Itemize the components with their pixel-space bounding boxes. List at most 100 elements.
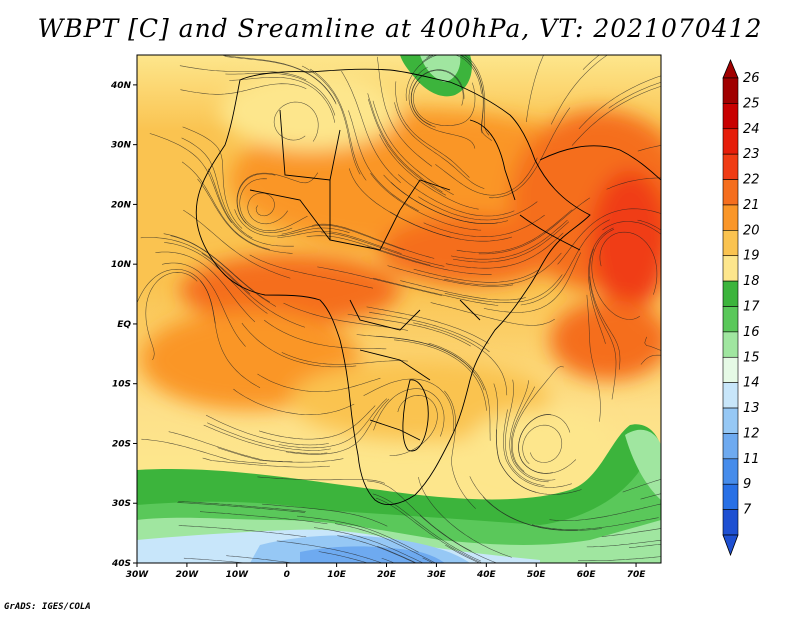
streamline bbox=[241, 322, 357, 368]
colorbar-swatch bbox=[722, 483, 739, 510]
streamline bbox=[637, 145, 661, 152]
streamline bbox=[395, 81, 470, 178]
streamline bbox=[531, 517, 659, 530]
streamline bbox=[370, 173, 482, 231]
streamline bbox=[450, 219, 568, 260]
streamline bbox=[445, 232, 564, 269]
streamline bbox=[367, 93, 443, 193]
streamline bbox=[311, 223, 435, 259]
lat-tick-label: 30S bbox=[112, 499, 131, 509]
streamline bbox=[168, 431, 293, 463]
colorbar-swatch bbox=[722, 179, 739, 206]
streamline bbox=[423, 214, 545, 237]
streamline bbox=[179, 65, 307, 81]
streamline bbox=[369, 311, 490, 353]
streamline bbox=[390, 182, 509, 224]
streamline bbox=[419, 515, 498, 563]
streamline bbox=[644, 336, 661, 351]
colorbar-swatch bbox=[722, 153, 739, 180]
streamline bbox=[257, 373, 381, 392]
streamline bbox=[197, 178, 293, 254]
streamline bbox=[283, 302, 409, 331]
streamlines bbox=[137, 55, 661, 563]
streamline bbox=[372, 493, 482, 562]
streamline bbox=[163, 233, 271, 303]
streamline bbox=[373, 277, 499, 306]
streamline bbox=[181, 161, 271, 250]
streamline bbox=[586, 294, 601, 422]
coastlines bbox=[195, 68, 661, 506]
streamline bbox=[591, 228, 640, 320]
streamline bbox=[589, 248, 621, 370]
streamline bbox=[428, 342, 491, 441]
streamline bbox=[334, 523, 437, 563]
streamline bbox=[249, 254, 373, 289]
streamline bbox=[608, 81, 661, 109]
streamline bbox=[363, 378, 454, 432]
colorbar-swatch bbox=[722, 280, 739, 307]
streamline bbox=[376, 335, 485, 391]
streamline bbox=[589, 276, 617, 400]
colorbar-swatch bbox=[722, 331, 739, 358]
streamline bbox=[217, 447, 344, 463]
streamline bbox=[155, 251, 256, 323]
streamline bbox=[281, 352, 408, 365]
streamline bbox=[512, 366, 564, 472]
lon-tick-label: 30E bbox=[427, 570, 447, 580]
latitude-axis: 40N 30N 20N 10N EQ 10S 20S 30S 40S bbox=[110, 81, 137, 569]
streamline bbox=[375, 497, 483, 563]
streamline bbox=[321, 232, 445, 267]
streamline bbox=[400, 280, 526, 301]
streamline bbox=[203, 424, 328, 454]
colorbar-swatch bbox=[722, 128, 739, 155]
colorbar-swatch bbox=[722, 356, 739, 383]
streamline bbox=[367, 98, 447, 196]
streamline bbox=[445, 544, 481, 563]
streamline bbox=[578, 75, 661, 130]
lon-tick-label: 10W bbox=[226, 570, 250, 580]
streamline bbox=[337, 535, 417, 563]
lat-tick-label: 40N bbox=[110, 81, 132, 91]
streamline bbox=[377, 546, 418, 563]
streamline bbox=[366, 306, 489, 344]
streamline bbox=[306, 235, 431, 266]
streamline bbox=[208, 168, 294, 247]
streamline bbox=[418, 476, 512, 558]
streamline bbox=[637, 219, 661, 231]
colorbar-swatch bbox=[722, 433, 739, 460]
streamline bbox=[389, 211, 513, 242]
streamline bbox=[387, 265, 514, 287]
streamline bbox=[444, 274, 563, 303]
streamline bbox=[181, 137, 253, 239]
streamline bbox=[550, 55, 608, 125]
lon-tick-label: 20W bbox=[176, 570, 200, 580]
streamline bbox=[180, 83, 307, 95]
colorbar-swatch bbox=[722, 382, 739, 409]
streamline bbox=[602, 221, 661, 235]
streamline bbox=[258, 405, 376, 440]
streamline bbox=[224, 56, 337, 105]
streamline bbox=[183, 209, 291, 279]
streamline bbox=[629, 543, 661, 548]
streamline bbox=[503, 409, 572, 488]
streamline bbox=[413, 81, 476, 126]
colorbar-swatch bbox=[722, 255, 739, 282]
lat-tick-label: 10S bbox=[112, 380, 131, 390]
streamline bbox=[557, 208, 661, 265]
colorbar-label: 23 bbox=[743, 147, 760, 162]
streamline bbox=[430, 302, 555, 326]
streamline bbox=[296, 515, 419, 553]
streamline bbox=[182, 126, 243, 229]
streamline bbox=[456, 209, 573, 253]
colorbar-label: 25 bbox=[743, 96, 760, 111]
lon-tick-label: 60E bbox=[577, 570, 597, 580]
streamline bbox=[145, 272, 198, 361]
colorbar-label: 13 bbox=[743, 401, 760, 416]
streamline bbox=[411, 70, 464, 126]
streamline bbox=[201, 252, 305, 328]
streamline bbox=[599, 231, 658, 295]
streamline bbox=[278, 398, 388, 449]
streamline bbox=[526, 55, 544, 123]
colorbar-label: 7 bbox=[743, 503, 752, 518]
